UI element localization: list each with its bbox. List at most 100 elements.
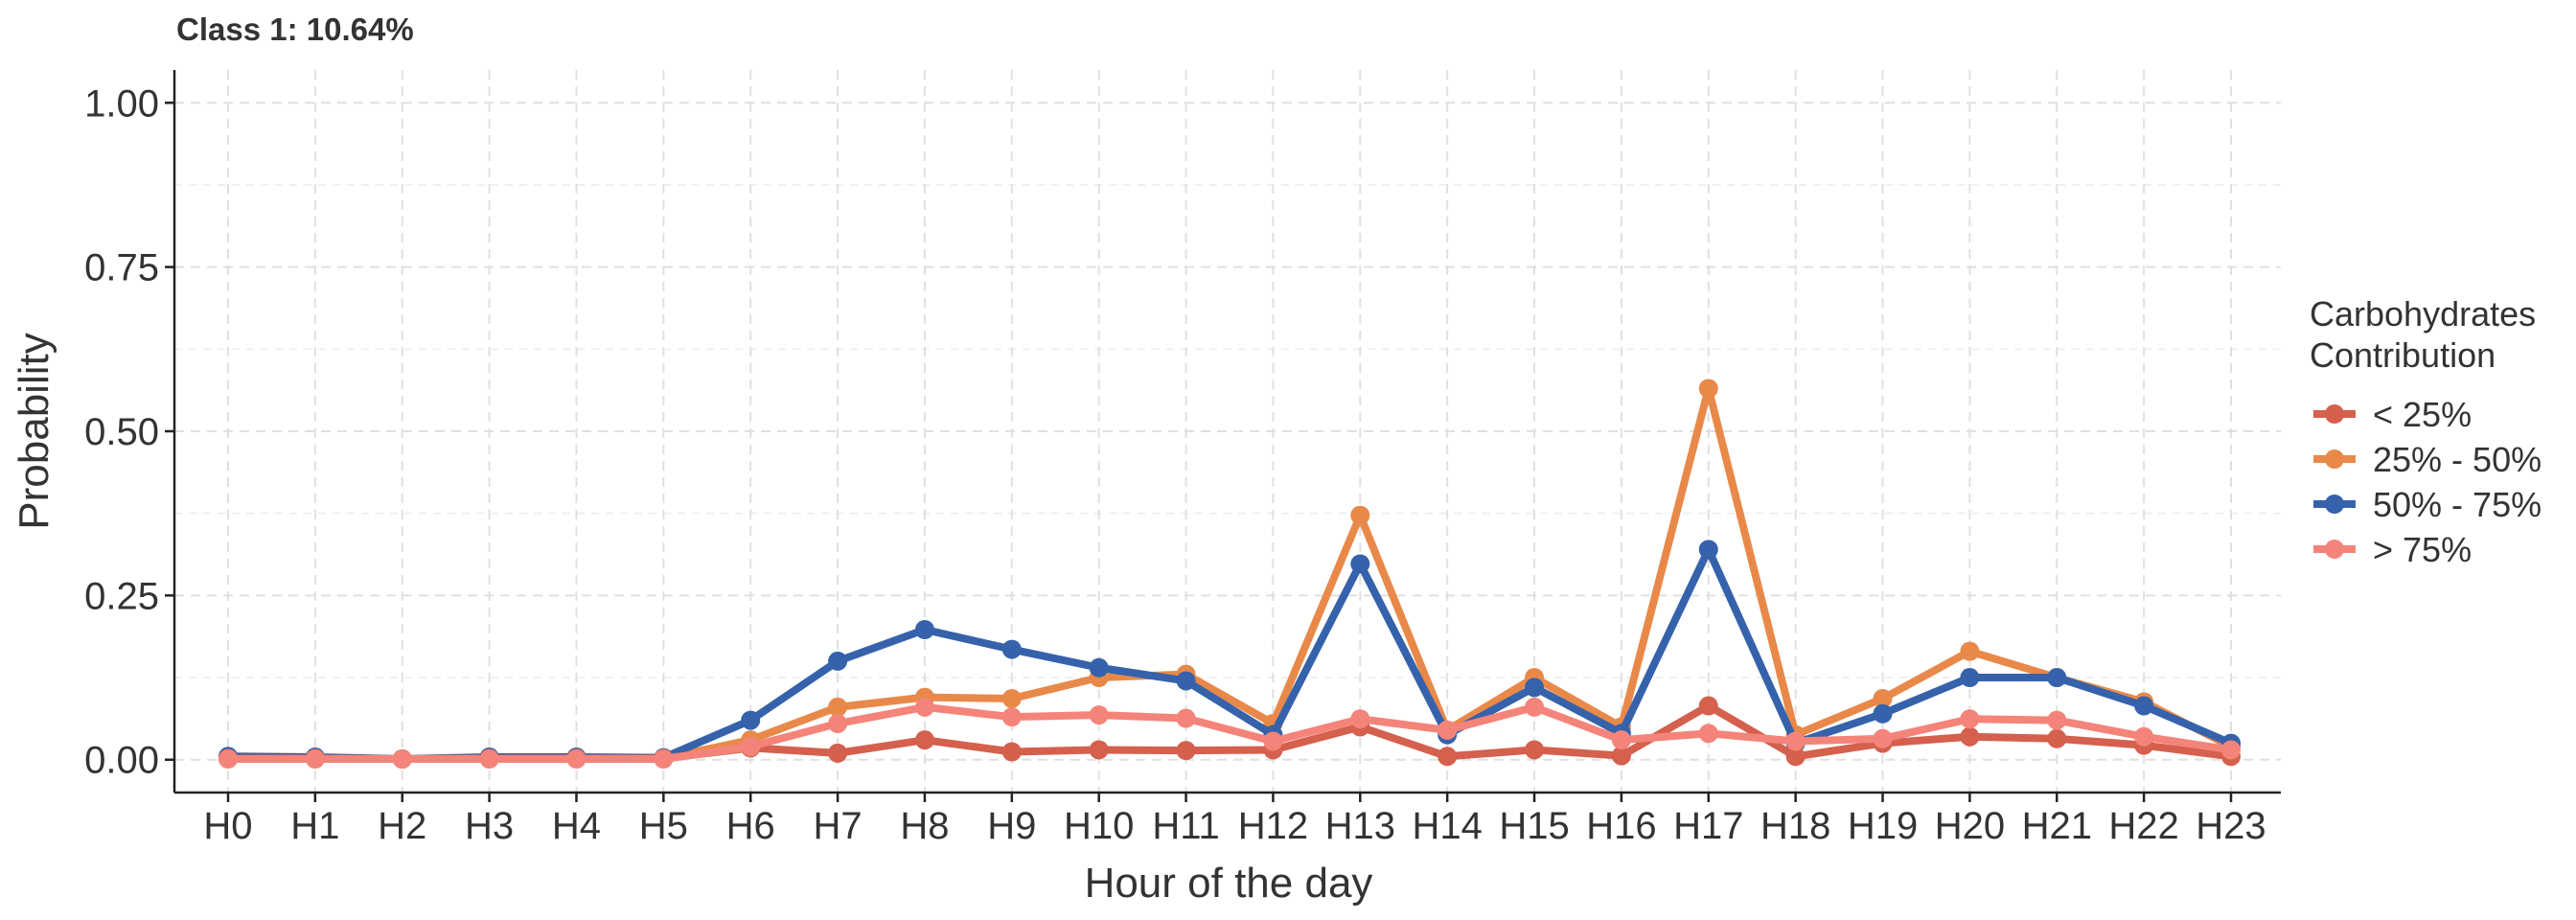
data-point: [828, 651, 848, 671]
x-axis-title: Hour of the day: [1085, 860, 1373, 907]
legend-key-point: [2325, 404, 2344, 424]
data-point: [1525, 697, 1545, 717]
x-tick-label: H16: [1586, 805, 1656, 847]
data-point: [1873, 703, 1893, 724]
data-point: [2221, 740, 2241, 760]
data-point: [1873, 688, 1893, 708]
legend-item: 25% - 50%: [2313, 440, 2542, 479]
data-point: [914, 620, 934, 640]
legend-label: 25% - 50%: [2373, 440, 2542, 479]
x-tick-label: H8: [900, 805, 949, 847]
data-point: [1611, 746, 1631, 766]
y-tick-label: 0.75: [84, 247, 159, 289]
legend-key-point: [2325, 540, 2344, 559]
x-tick-label: H21: [2022, 805, 2092, 847]
x-tick-label: H1: [290, 805, 339, 847]
data-point: [1698, 724, 1718, 744]
data-point: [2047, 728, 2067, 748]
legend: Carbohydrates Contribution < 25% 25% - 50…: [2310, 294, 2542, 569]
x-tick-label: H14: [1412, 805, 1482, 847]
data-point: [914, 730, 934, 750]
x-tick-label: H13: [1325, 805, 1395, 847]
data-point: [1176, 708, 1196, 728]
data-point: [1089, 705, 1109, 725]
x-tick-label: H4: [552, 805, 601, 847]
data-point: [479, 749, 499, 770]
data-point: [654, 749, 674, 770]
legend-label: < 25%: [2373, 395, 2472, 434]
data-point: [828, 743, 848, 763]
x-tick-label: H9: [987, 805, 1036, 847]
data-point: [218, 749, 238, 770]
x-tick-label: H0: [203, 805, 252, 847]
x-axis-ticks: H0 H1 H2 H3 H4 H5 H6 H7 H8 H9 H10 H11 H12 H13 H14 H15 H1…: [203, 793, 2266, 847]
data-point: [1960, 726, 1980, 747]
series-group: [218, 379, 2241, 770]
data-point: [1350, 709, 1370, 729]
grid: [174, 70, 2281, 793]
chart-title: Class 1: 10.64%: [176, 12, 414, 47]
x-tick-label: H19: [1848, 805, 1918, 847]
data-point: [1350, 554, 1370, 574]
data-point: [828, 714, 848, 734]
x-tick-label: H11: [1152, 805, 1219, 847]
data-point: [1698, 540, 1718, 560]
series-2: [218, 540, 2241, 770]
legend-title-line-1: Carbohydrates: [2310, 294, 2536, 334]
data-point: [1001, 639, 1022, 659]
x-tick-label: H23: [2196, 805, 2266, 847]
data-point: [1873, 728, 1893, 748]
series-3: [218, 697, 2241, 770]
legend-label: 50% - 75%: [2373, 485, 2542, 524]
y-axis-title: Probability: [11, 333, 58, 529]
data-point: [2047, 710, 2067, 730]
x-tick-label: H18: [1760, 805, 1830, 847]
legend-label: > 75%: [2373, 530, 2472, 569]
y-tick-label: 1.00: [84, 82, 159, 125]
x-tick-label: H10: [1064, 805, 1134, 847]
data-point: [1176, 741, 1196, 761]
data-point: [1438, 720, 1458, 740]
data-point: [2134, 726, 2154, 747]
x-tick-label: H17: [1673, 805, 1743, 847]
data-point: [1263, 731, 1283, 751]
data-point: [1001, 742, 1022, 762]
data-point: [2134, 696, 2154, 716]
series-line: [224, 702, 2235, 764]
data-point: [1785, 731, 1806, 751]
data-point: [1089, 740, 1109, 760]
data-point: [1525, 678, 1545, 698]
legend-items: < 25% 25% - 50% 50% - 75% > 75%: [2313, 395, 2542, 569]
data-point: [1960, 709, 1980, 729]
legend-key-point: [2325, 494, 2344, 514]
legend-item: < 25%: [2313, 395, 2472, 434]
x-tick-label: H7: [814, 805, 862, 847]
x-tick-label: H22: [2108, 805, 2178, 847]
x-tick-label: H3: [465, 805, 514, 847]
data-point: [1960, 668, 1980, 688]
legend-item: > 75%: [2313, 530, 2472, 569]
data-point: [741, 710, 761, 730]
legend-key-point: [2325, 449, 2344, 469]
data-point: [1176, 671, 1196, 691]
x-tick-label: H20: [1935, 805, 2005, 847]
data-point: [741, 737, 761, 757]
legend-item: 50% - 75%: [2313, 485, 2542, 524]
data-point: [566, 749, 586, 770]
data-point: [1438, 747, 1458, 767]
x-tick-label: H12: [1238, 805, 1308, 847]
x-tick-label: H5: [639, 805, 688, 847]
data-point: [1525, 740, 1545, 760]
data-point: [914, 697, 934, 717]
data-point: [1001, 688, 1022, 708]
legend-title-line-2: Contribution: [2310, 335, 2496, 375]
y-tick-label: 0.25: [84, 575, 159, 617]
data-point: [392, 749, 412, 770]
x-tick-label: H2: [378, 805, 426, 847]
data-point: [1785, 747, 1806, 767]
data-point: [1089, 657, 1109, 678]
data-point: [1611, 730, 1631, 750]
y-tick-label: 0.50: [84, 411, 159, 453]
data-point: [828, 697, 848, 717]
